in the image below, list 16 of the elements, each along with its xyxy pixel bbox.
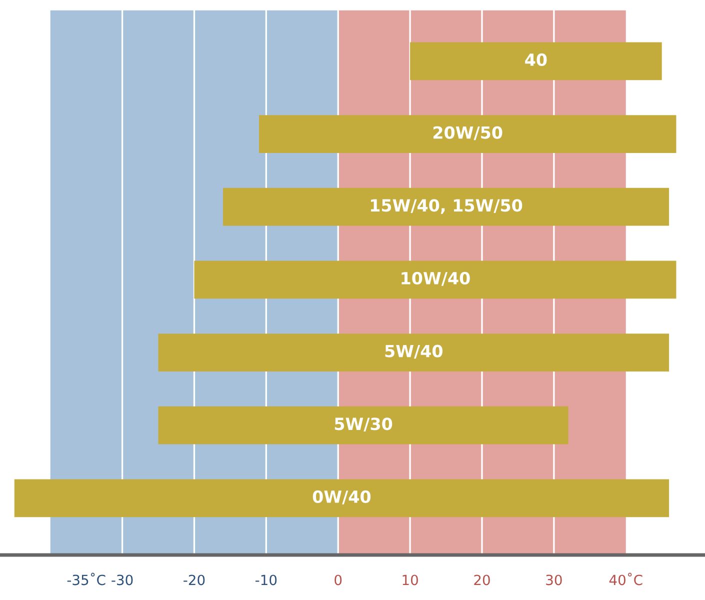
x-tick-label: 0 [334, 574, 342, 586]
y-tick-label: 15W/40, 15W/50 [370, 199, 522, 214]
y-tick-label: 10W/40 [402, 272, 470, 286]
x-tick-label: -10 [256, 574, 277, 586]
x-tick-label: 30 [546, 574, 562, 586]
x-tick-label: -30 [112, 574, 133, 586]
y-tick-label: 0W/40 [312, 490, 371, 504]
y-tick-label: 5W/30 [334, 418, 392, 432]
x-tick-label: -20 [184, 574, 205, 586]
x-tick-label: 10 [402, 574, 418, 586]
x-tick-label: -35˚C [67, 572, 106, 586]
y-tick-label: 5W/40 [385, 344, 442, 359]
x-tick-label: 40˚C [609, 572, 642, 586]
y-tick-label: 20W/50 [433, 126, 502, 140]
y-tick-label: 40 [525, 53, 547, 66]
x-tick-label: 20 [474, 574, 490, 586]
